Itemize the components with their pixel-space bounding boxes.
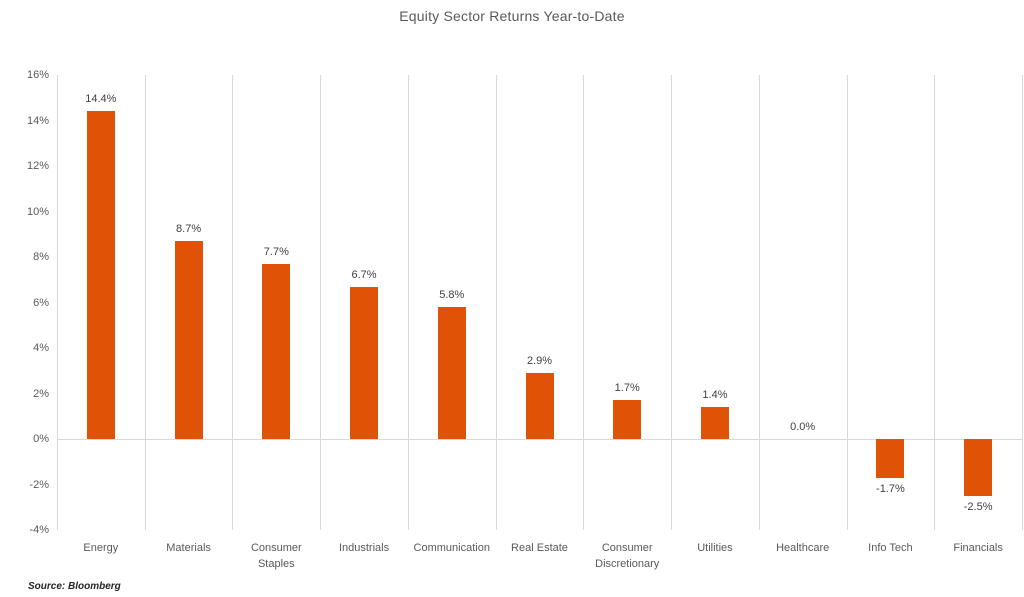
vertical-gridline xyxy=(495,75,497,530)
y-axis-tick-label: 6% xyxy=(33,297,49,309)
bar-industrials xyxy=(350,287,378,439)
vertical-gridline xyxy=(934,75,936,530)
data-label-communication: 5.8% xyxy=(439,289,465,301)
y-axis-tick-label: 12% xyxy=(26,160,49,172)
x-axis-category-label-communication: Communication xyxy=(413,542,490,554)
data-label-consumer-discretionary: 1.7% xyxy=(614,382,640,394)
bar-real-estate xyxy=(526,373,554,439)
data-label-consumer-staples: 7.7% xyxy=(263,246,289,258)
data-label-industrials: 6.7% xyxy=(351,269,377,281)
x-axis-category-label-materials: Materials xyxy=(166,542,211,554)
vertical-gridline xyxy=(583,75,585,530)
vertical-gridline xyxy=(232,75,234,530)
y-axis-tick-label: 16% xyxy=(26,69,49,81)
x-axis-category-label-utilities: Utilities xyxy=(697,542,733,554)
bar-consumer-staples xyxy=(262,264,290,439)
data-label-materials: 8.7% xyxy=(176,223,202,235)
vertical-gridline xyxy=(1022,75,1023,530)
bar-financials xyxy=(964,439,992,496)
x-axis-category-label-healthcare: Healthcare xyxy=(776,542,830,554)
x-axis-category-label-consumer-discretionary: Consumer Discretionary xyxy=(595,542,660,570)
vertical-gridline xyxy=(320,75,322,530)
y-axis-tick-label: 8% xyxy=(33,251,49,263)
data-label-financials: -2.5% xyxy=(963,501,993,513)
vertical-gridline xyxy=(57,75,58,530)
source-note: Source: Bloomberg xyxy=(28,581,121,592)
bar-energy xyxy=(87,111,115,439)
zero-axis-line xyxy=(57,439,1022,440)
y-axis-tick-label: 10% xyxy=(26,206,49,218)
bar-communication xyxy=(438,307,466,439)
vertical-gridline xyxy=(407,75,409,530)
chart-title: Equity Sector Returns Year-to-Date xyxy=(399,8,625,24)
bar-consumer-discretionary xyxy=(613,400,641,439)
y-axis-tick-label: -2% xyxy=(29,479,49,491)
y-axis-tick-label: 4% xyxy=(33,342,49,354)
data-label-healthcare: 0.0% xyxy=(790,421,816,433)
data-label-real-estate: 2.9% xyxy=(526,355,553,367)
vertical-gridline xyxy=(846,75,848,530)
y-axis-tick-label: 2% xyxy=(33,388,49,400)
x-axis-category-label-consumer-staples: Consumer Staples xyxy=(250,542,302,570)
vertical-gridline xyxy=(758,75,760,530)
x-axis-category-label-energy: Energy xyxy=(83,542,119,554)
y-axis-tick-label: 0% xyxy=(33,433,49,445)
data-label-energy: 14.4% xyxy=(85,93,117,105)
bar-materials xyxy=(175,241,203,439)
x-axis-category-label-real-estate: Real Estate xyxy=(511,542,568,554)
x-axis-category-label-industrials: Industrials xyxy=(338,542,390,554)
y-axis-tick-label: -4% xyxy=(29,524,49,536)
bar-info-tech xyxy=(876,439,904,478)
data-label-utilities: 1.4% xyxy=(702,389,728,401)
data-label-info-tech: -1.7% xyxy=(876,483,905,495)
vertical-gridline xyxy=(144,75,146,530)
bar-utilities xyxy=(701,407,729,439)
x-axis-category-label-financials: Financials xyxy=(953,542,1003,554)
vertical-gridline xyxy=(671,75,673,530)
y-axis-tick-label: 14% xyxy=(26,115,49,127)
x-axis-category-label-info-tech: Info Tech xyxy=(868,542,913,554)
